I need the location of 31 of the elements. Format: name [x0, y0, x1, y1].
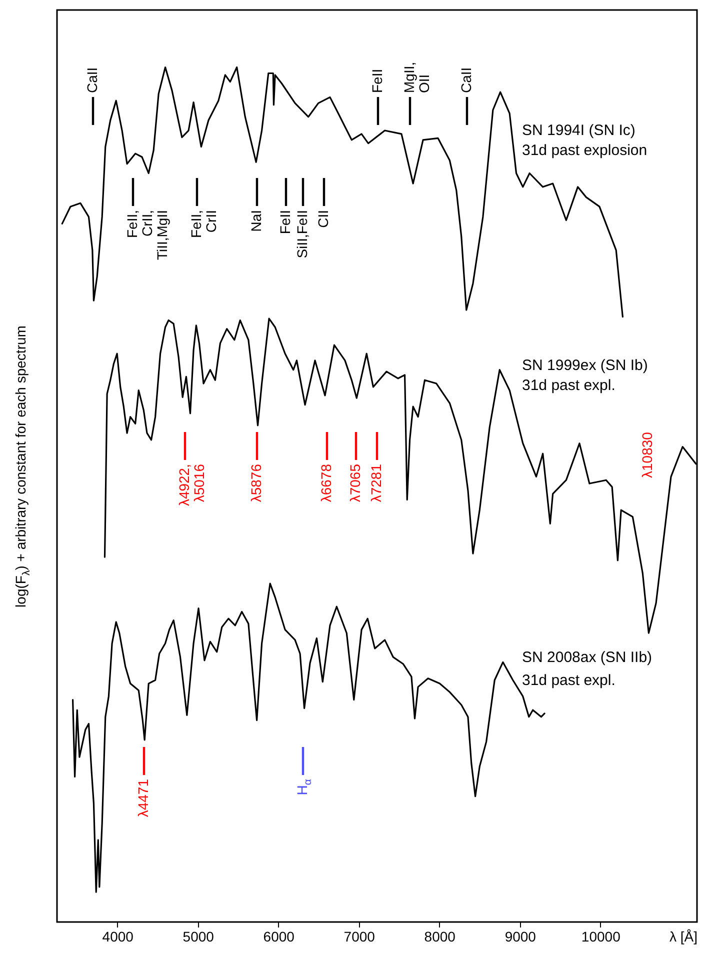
annotation: FeII, CrII, TiII,MgII: [124, 210, 170, 260]
annotation: SiII,FeII: [294, 210, 310, 258]
annotation: CII: [315, 210, 331, 228]
annotation: λ7281: [368, 464, 384, 502]
annotation: SN 2008ax (SN IIb): [522, 649, 652, 666]
annotation: λ4922, λ5016: [176, 464, 207, 506]
annotation: CaII: [458, 67, 474, 93]
x-tick-label: 4000: [102, 928, 134, 944]
annotation: 31d past explosion: [522, 142, 648, 159]
annotation: FeII, CrII: [188, 210, 219, 238]
annotation: 31d past expl.: [522, 672, 616, 689]
annotation: 31d past expl.: [522, 377, 616, 394]
annotation: λ4471: [135, 778, 151, 818]
x-tick-label: 8000: [424, 928, 456, 944]
annotation: CaII: [84, 67, 100, 93]
annotation: λ7065: [347, 464, 363, 502]
annotation: λ6678: [318, 464, 334, 502]
annotation: SN 1999ex (SN Ib): [522, 357, 648, 374]
x-tick-label: 10000: [581, 928, 621, 944]
x-tick-label: 7000: [344, 928, 376, 944]
annotation: λ5876: [248, 464, 264, 502]
annotation: NaI: [248, 210, 264, 232]
annotation: λ10830: [639, 432, 655, 478]
x-axis-title: λ [Å]: [669, 928, 698, 944]
x-tick-label: 9000: [504, 928, 536, 944]
annotation: MgII, OII: [401, 62, 432, 93]
annotation: FeII: [277, 210, 293, 234]
annotation: FeII: [369, 68, 385, 93]
x-tick-label: 5000: [182, 928, 214, 944]
annotation: SN 1994I (SN Ic): [522, 122, 636, 139]
x-tick-label: 6000: [263, 928, 295, 944]
